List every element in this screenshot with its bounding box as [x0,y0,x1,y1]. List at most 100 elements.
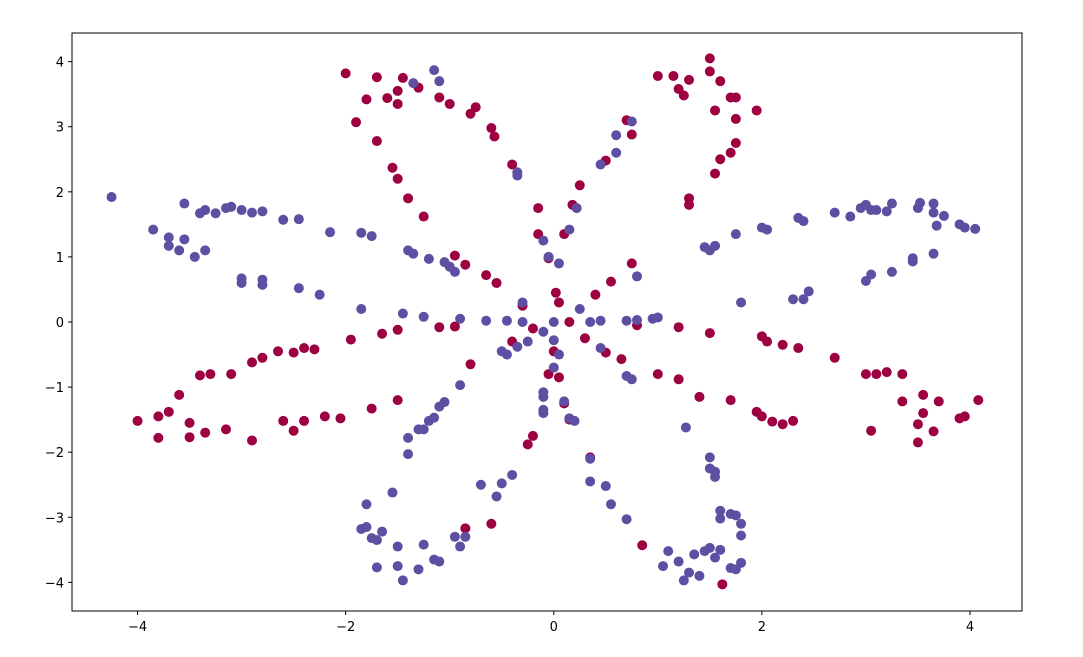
point [392,541,403,552]
point [273,346,284,357]
point [460,259,471,270]
point [756,411,767,422]
point [174,389,185,400]
point [501,315,512,326]
point [392,395,403,406]
point [486,518,497,529]
point [928,207,939,218]
point [710,552,721,563]
point [605,499,616,510]
point [496,478,507,489]
point [392,98,403,109]
point [481,270,492,281]
point [455,313,466,324]
point [668,70,679,81]
point [226,369,237,380]
point [736,557,747,568]
point [345,334,356,345]
point [710,168,721,179]
point [553,258,564,269]
point [704,542,715,553]
point [148,224,159,235]
point [590,289,601,300]
point [444,98,455,109]
point [184,417,195,428]
point [491,491,502,502]
point [616,354,627,365]
point [106,192,117,203]
point [522,336,533,347]
point [293,283,304,294]
point [465,359,476,370]
point [571,203,582,214]
point [585,453,596,464]
point [585,317,596,327]
point [194,370,205,381]
point [730,113,741,124]
point [788,294,799,305]
point [918,389,929,400]
point [434,76,445,87]
point [715,154,726,165]
point [507,159,518,170]
y-tick-label: −4 [45,576,64,591]
point [361,94,372,105]
point [489,131,500,142]
y-tick-label: −3 [45,511,64,526]
x-tick-label: −4 [128,620,147,635]
point [548,317,559,327]
point [533,203,544,214]
point [163,240,174,251]
point [777,419,788,430]
point [550,287,561,298]
point [247,207,258,218]
point [527,323,538,334]
point [299,343,310,354]
point [626,258,637,269]
point [481,315,492,326]
point [434,322,445,333]
point [434,401,445,412]
point [517,317,528,327]
point [730,138,741,149]
point [236,205,247,216]
point [220,424,231,435]
point [163,406,174,417]
point [829,352,840,363]
point [632,271,643,282]
y-tick-label: 0 [56,316,64,331]
point [710,471,721,482]
point [366,403,377,414]
point [736,518,747,529]
y-tick-label: −2 [45,446,64,461]
point [548,362,559,373]
point [798,216,809,227]
point [413,564,424,575]
point [189,251,200,262]
point [931,220,942,231]
point [928,426,939,437]
point [725,395,736,406]
point [553,349,564,360]
point [205,369,216,380]
point [403,193,414,204]
point [730,229,741,240]
point [658,561,669,572]
point [710,240,721,251]
point [293,214,304,225]
point [449,321,460,332]
point [788,415,799,426]
y-tick-label: 3 [56,121,64,136]
point [704,328,715,339]
point [377,328,388,339]
point [626,129,637,140]
point [553,372,564,383]
point [673,322,684,333]
point [881,367,892,378]
point [288,425,299,436]
point [886,198,897,209]
point [418,311,429,322]
point [288,347,299,358]
point [928,248,939,259]
point [340,68,351,79]
